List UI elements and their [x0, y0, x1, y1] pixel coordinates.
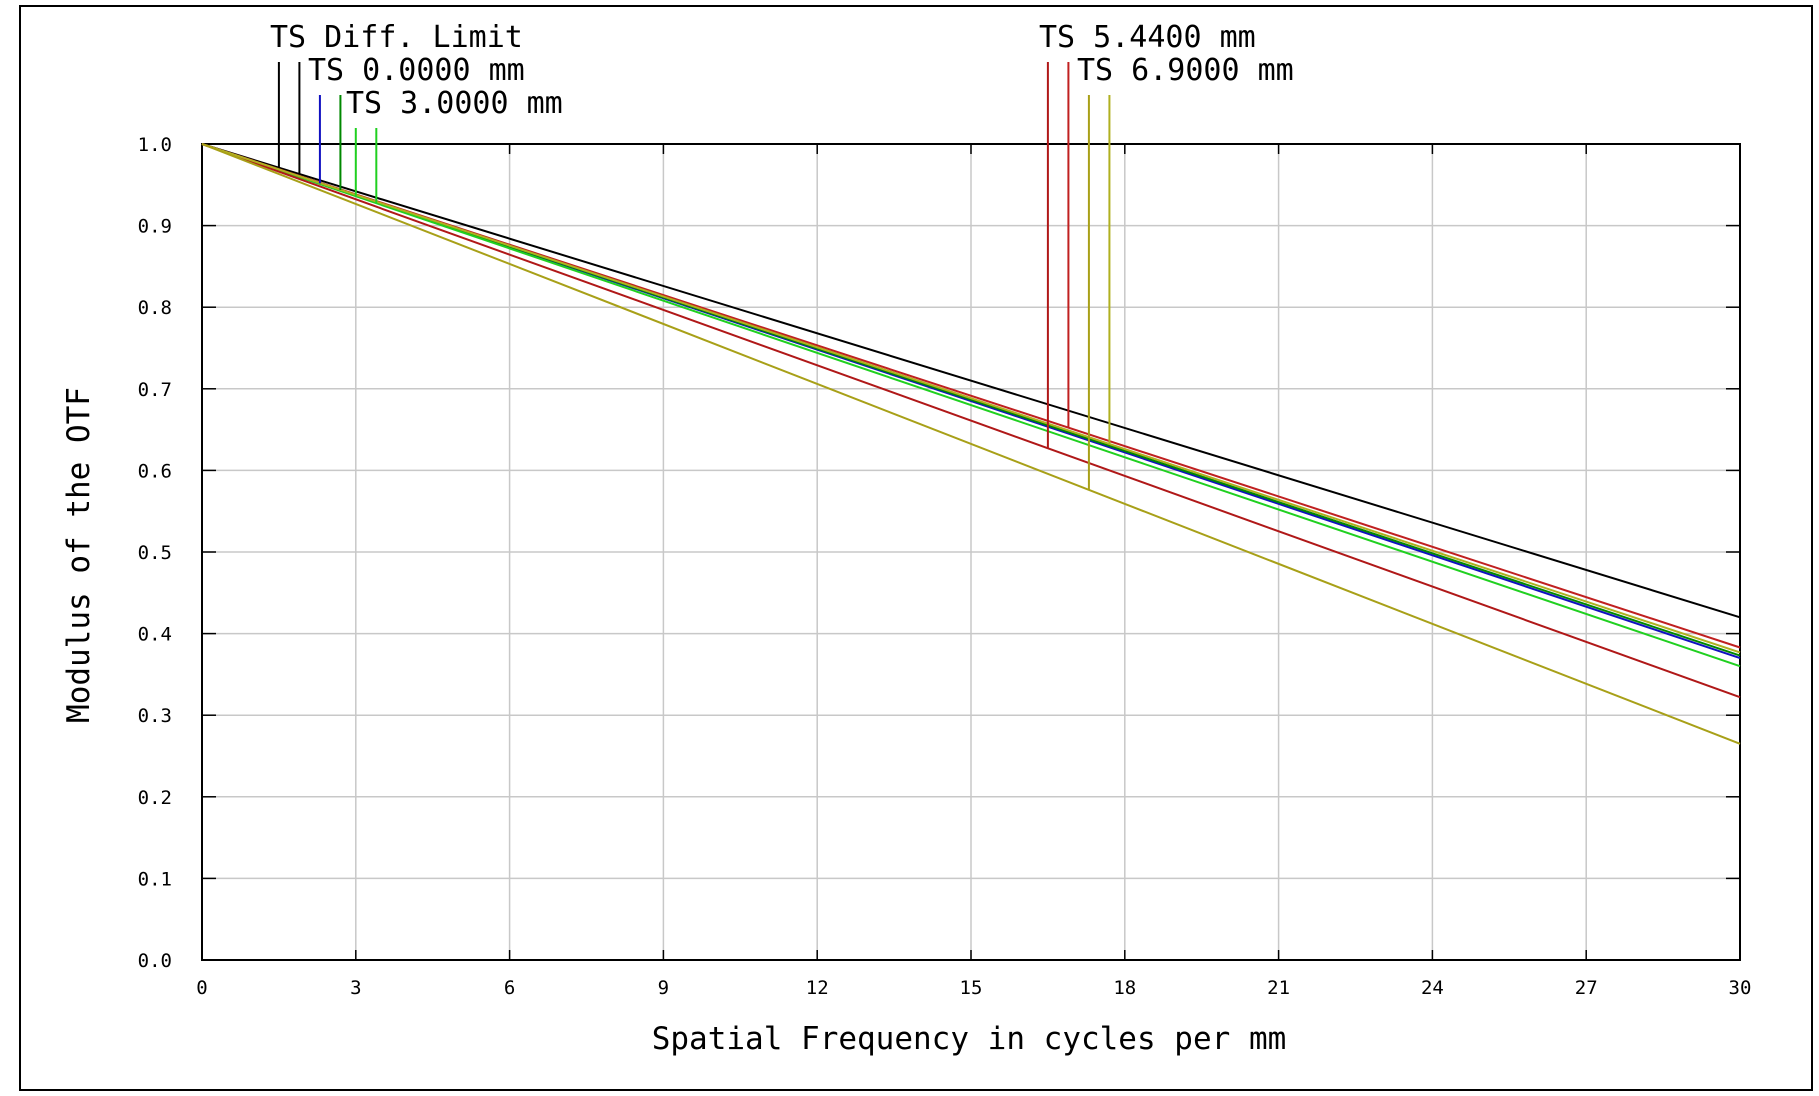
x-tick-label: 0 — [196, 977, 207, 999]
legend-label-ts-0: TS 0.0000 mm — [308, 53, 525, 88]
mtf-series-line — [201, 143, 1741, 699]
x-tick-label: 27 — [1575, 977, 1598, 999]
mtf-series-line — [201, 143, 1741, 654]
y-tick-label: 0.7 — [138, 379, 172, 401]
mtf-series-line — [201, 143, 1741, 619]
y-tick-label: 0.9 — [138, 216, 172, 238]
legend-label-ts-3: TS 3.0000 mm — [346, 86, 563, 121]
x-tick-label: 24 — [1421, 977, 1444, 999]
x-axis-title: Spatial Frequency in cycles per mm — [652, 1021, 1287, 1057]
series-layer — [201, 143, 1741, 745]
x-tick-label: 15 — [960, 977, 983, 999]
x-tick-label: 30 — [1729, 977, 1752, 999]
plot-area — [201, 143, 1741, 961]
mtf-series-line — [201, 143, 1741, 745]
y-axis-title: Modulus of the OTF — [61, 387, 97, 723]
y-tick-label: 0.6 — [138, 460, 172, 482]
tick-labels: 0 3 6 9 12 15 18 21 24 27 30 0.0 0.1 0.2 0.3 0.4 0.5 0.6 0… — [138, 134, 1752, 999]
chart-frame — [19, 5, 1813, 1091]
legend-marker-layer — [277, 62, 1111, 490]
x-tick-label: 9 — [658, 977, 669, 999]
y-tick-label: 0.1 — [138, 868, 172, 890]
x-tick-label: 12 — [806, 977, 829, 999]
y-tick-label: 0.2 — [138, 787, 172, 809]
legend-label-ts-5-44: TS 5.4400 mm — [1039, 20, 1256, 55]
y-tick-label: 0.0 — [138, 950, 172, 972]
x-tick-label: 21 — [1267, 977, 1290, 999]
mtf-series-line — [201, 143, 1741, 668]
legend-label-ts-diff-limit: TS Diff. Limit — [270, 20, 523, 55]
grid — [201, 143, 1741, 961]
x-tick-label: 6 — [504, 977, 515, 999]
y-tick-label: 0.8 — [138, 297, 172, 319]
x-tick-label: 3 — [350, 977, 361, 999]
legend-label-ts-6-9: TS 6.9000 mm — [1077, 53, 1294, 88]
y-tick-label: 1.0 — [138, 134, 172, 156]
y-tick-label: 0.4 — [138, 624, 172, 646]
y-tick-label: 0.3 — [138, 705, 172, 727]
y-tick-label: 0.5 — [138, 542, 172, 564]
x-tick-label: 18 — [1113, 977, 1136, 999]
